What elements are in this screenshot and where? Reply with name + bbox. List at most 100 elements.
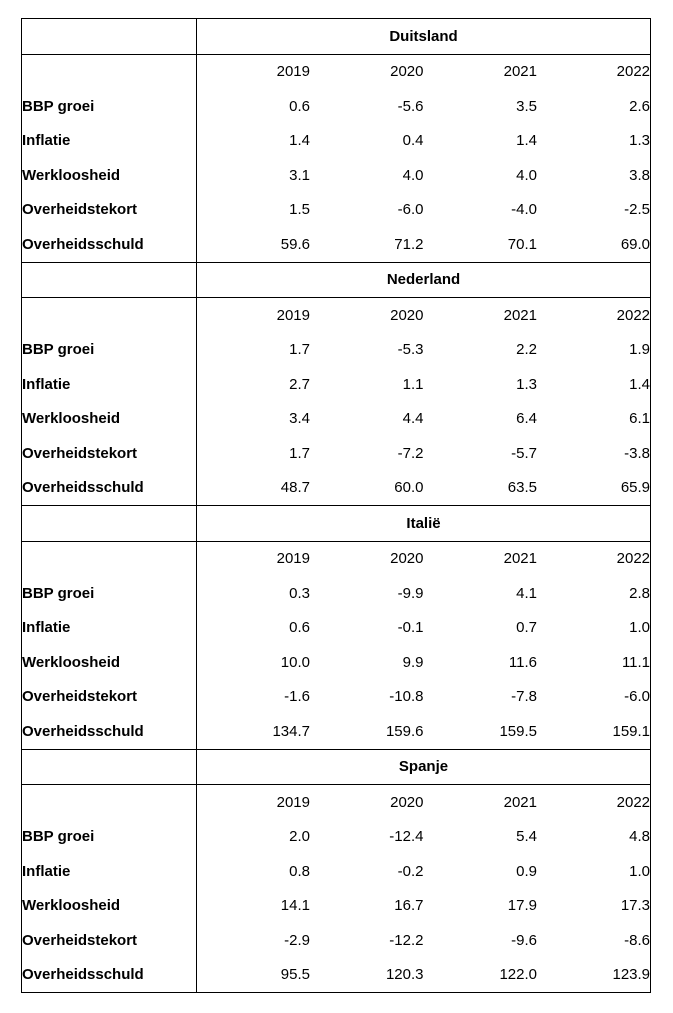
country-section-header-row: Spanje — [21, 748, 651, 785]
indicator-row: BBP groei 0.3 -9.9 4.1 2.8 — [21, 576, 651, 611]
country-section-header-row: Nederland — [21, 261, 651, 298]
indicator-label-cell: Werkloosheid — [21, 158, 197, 193]
indicator-row: Werkloosheid 3.1 4.0 4.0 3.8 — [21, 158, 651, 193]
country-name-cell: Duitsland — [196, 18, 651, 55]
indicator-row: Inflatie 2.7 1.1 1.3 1.4 — [21, 367, 651, 402]
indicator-row: Overheidstekort -1.6 -10.8 -7.8 -6.0 — [21, 679, 651, 714]
value-cell: 11.1 — [537, 645, 651, 680]
value-cell: 1.4 — [537, 367, 651, 402]
value-cell: -5.3 — [310, 332, 424, 367]
value-cell: 1.9 — [537, 332, 651, 367]
value-cell: -12.4 — [310, 819, 424, 854]
year-cell: 2021 — [423, 784, 537, 820]
value-cell: -12.2 — [310, 923, 424, 958]
indicator-label-cell: Werkloosheid — [21, 401, 197, 436]
value-cell: 2.6 — [537, 89, 651, 124]
year-cell: 2022 — [537, 541, 651, 576]
value-cell: 1.3 — [423, 367, 537, 402]
value-cell: 1.1 — [310, 367, 424, 402]
year-header-row: 2019 2020 2021 2022 — [21, 54, 651, 89]
value-cell: 0.3 — [196, 576, 310, 611]
value-cell: -5.6 — [310, 89, 424, 124]
value-cell: 0.6 — [196, 610, 310, 645]
value-cell: 1.4 — [196, 123, 310, 158]
year-cell: 2021 — [423, 297, 537, 333]
indicator-label-cell: Inflatie — [21, 367, 197, 402]
indicator-label-cell: Overheidsschuld — [21, 227, 197, 262]
value-cell: 4.4 — [310, 401, 424, 436]
indicator-row: Overheidsschuld 134.7 159.6 159.5 159.1 — [21, 714, 651, 749]
year-cell: 2020 — [310, 54, 424, 89]
indicator-label-cell: Overheidsschuld — [21, 957, 197, 993]
value-cell: 65.9 — [537, 470, 651, 506]
value-cell: 17.9 — [423, 888, 537, 923]
row-label-spacer-cell — [21, 261, 197, 298]
value-cell: 1.0 — [537, 610, 651, 645]
value-cell: 6.1 — [537, 401, 651, 436]
value-cell: 2.2 — [423, 332, 537, 367]
indicator-label-cell: Werkloosheid — [21, 645, 197, 680]
value-cell: 16.7 — [310, 888, 424, 923]
value-cell: 1.7 — [196, 436, 310, 471]
indicator-row: Overheidsschuld 95.5 120.3 122.0 123.9 — [21, 957, 651, 993]
indicator-row: BBP groei 1.7 -5.3 2.2 1.9 — [21, 332, 651, 367]
indicator-label-cell: Overheidstekort — [21, 679, 197, 714]
indicator-row: Inflatie 1.4 0.4 1.4 1.3 — [21, 123, 651, 158]
value-cell: -7.2 — [310, 436, 424, 471]
year-cell: 2022 — [537, 297, 651, 333]
value-cell: 2.8 — [537, 576, 651, 611]
indicator-label-cell: Inflatie — [21, 123, 197, 158]
value-cell: 0.7 — [423, 610, 537, 645]
value-cell: 60.0 — [310, 470, 424, 506]
country-name-cell: Italië — [196, 505, 651, 542]
value-cell: -2.9 — [196, 923, 310, 958]
row-label-spacer-cell — [21, 54, 197, 89]
value-cell: 0.4 — [310, 123, 424, 158]
year-cell: 2020 — [310, 541, 424, 576]
value-cell: 69.0 — [537, 227, 651, 262]
value-cell: 63.5 — [423, 470, 537, 506]
value-cell: 4.0 — [423, 158, 537, 193]
year-header-row: 2019 2020 2021 2022 — [21, 784, 651, 820]
indicator-label-cell: BBP groei — [21, 332, 197, 367]
year-cell: 2022 — [537, 54, 651, 89]
year-cell: 2020 — [310, 784, 424, 820]
value-cell: 11.6 — [423, 645, 537, 680]
year-cell: 2019 — [196, 297, 310, 333]
indicator-row: Werkloosheid 10.0 9.9 11.6 11.1 — [21, 645, 651, 680]
value-cell: 0.8 — [196, 854, 310, 889]
value-cell: 4.8 — [537, 819, 651, 854]
country-name-cell: Nederland — [196, 261, 651, 298]
year-cell: 2021 — [423, 54, 537, 89]
value-cell: 48.7 — [196, 470, 310, 506]
value-cell: 0.6 — [196, 89, 310, 124]
indicator-label-cell: Overheidstekort — [21, 192, 197, 227]
value-cell: -6.0 — [537, 679, 651, 714]
value-cell: -0.1 — [310, 610, 424, 645]
value-cell: 14.1 — [196, 888, 310, 923]
indicator-row: Inflatie 0.8 -0.2 0.9 1.0 — [21, 854, 651, 889]
year-cell: 2022 — [537, 784, 651, 820]
value-cell: 17.3 — [537, 888, 651, 923]
value-cell: 95.5 — [196, 957, 310, 993]
indicator-label-cell: Overheidsschuld — [21, 714, 197, 749]
indicator-row: BBP groei 2.0 -12.4 5.4 4.8 — [21, 819, 651, 854]
value-cell: -4.0 — [423, 192, 537, 227]
value-cell: 10.0 — [196, 645, 310, 680]
value-cell: 134.7 — [196, 714, 310, 749]
indicator-row: Overheidsschuld 48.7 60.0 63.5 65.9 — [21, 470, 651, 506]
value-cell: -5.7 — [423, 436, 537, 471]
value-cell: -9.6 — [423, 923, 537, 958]
indicator-label-cell: Overheidstekort — [21, 923, 197, 958]
value-cell: 70.1 — [423, 227, 537, 262]
value-cell: 2.0 — [196, 819, 310, 854]
value-cell: 123.9 — [537, 957, 651, 993]
value-cell: -2.5 — [537, 192, 651, 227]
indicator-row: Overheidstekort 1.7 -7.2 -5.7 -3.8 — [21, 436, 651, 471]
year-cell: 2019 — [196, 541, 310, 576]
country-section-header-row: Duitsland — [21, 18, 651, 55]
value-cell: 3.4 — [196, 401, 310, 436]
indicator-row: Overheidstekort 1.5 -6.0 -4.0 -2.5 — [21, 192, 651, 227]
value-cell: -1.6 — [196, 679, 310, 714]
year-cell: 2019 — [196, 784, 310, 820]
